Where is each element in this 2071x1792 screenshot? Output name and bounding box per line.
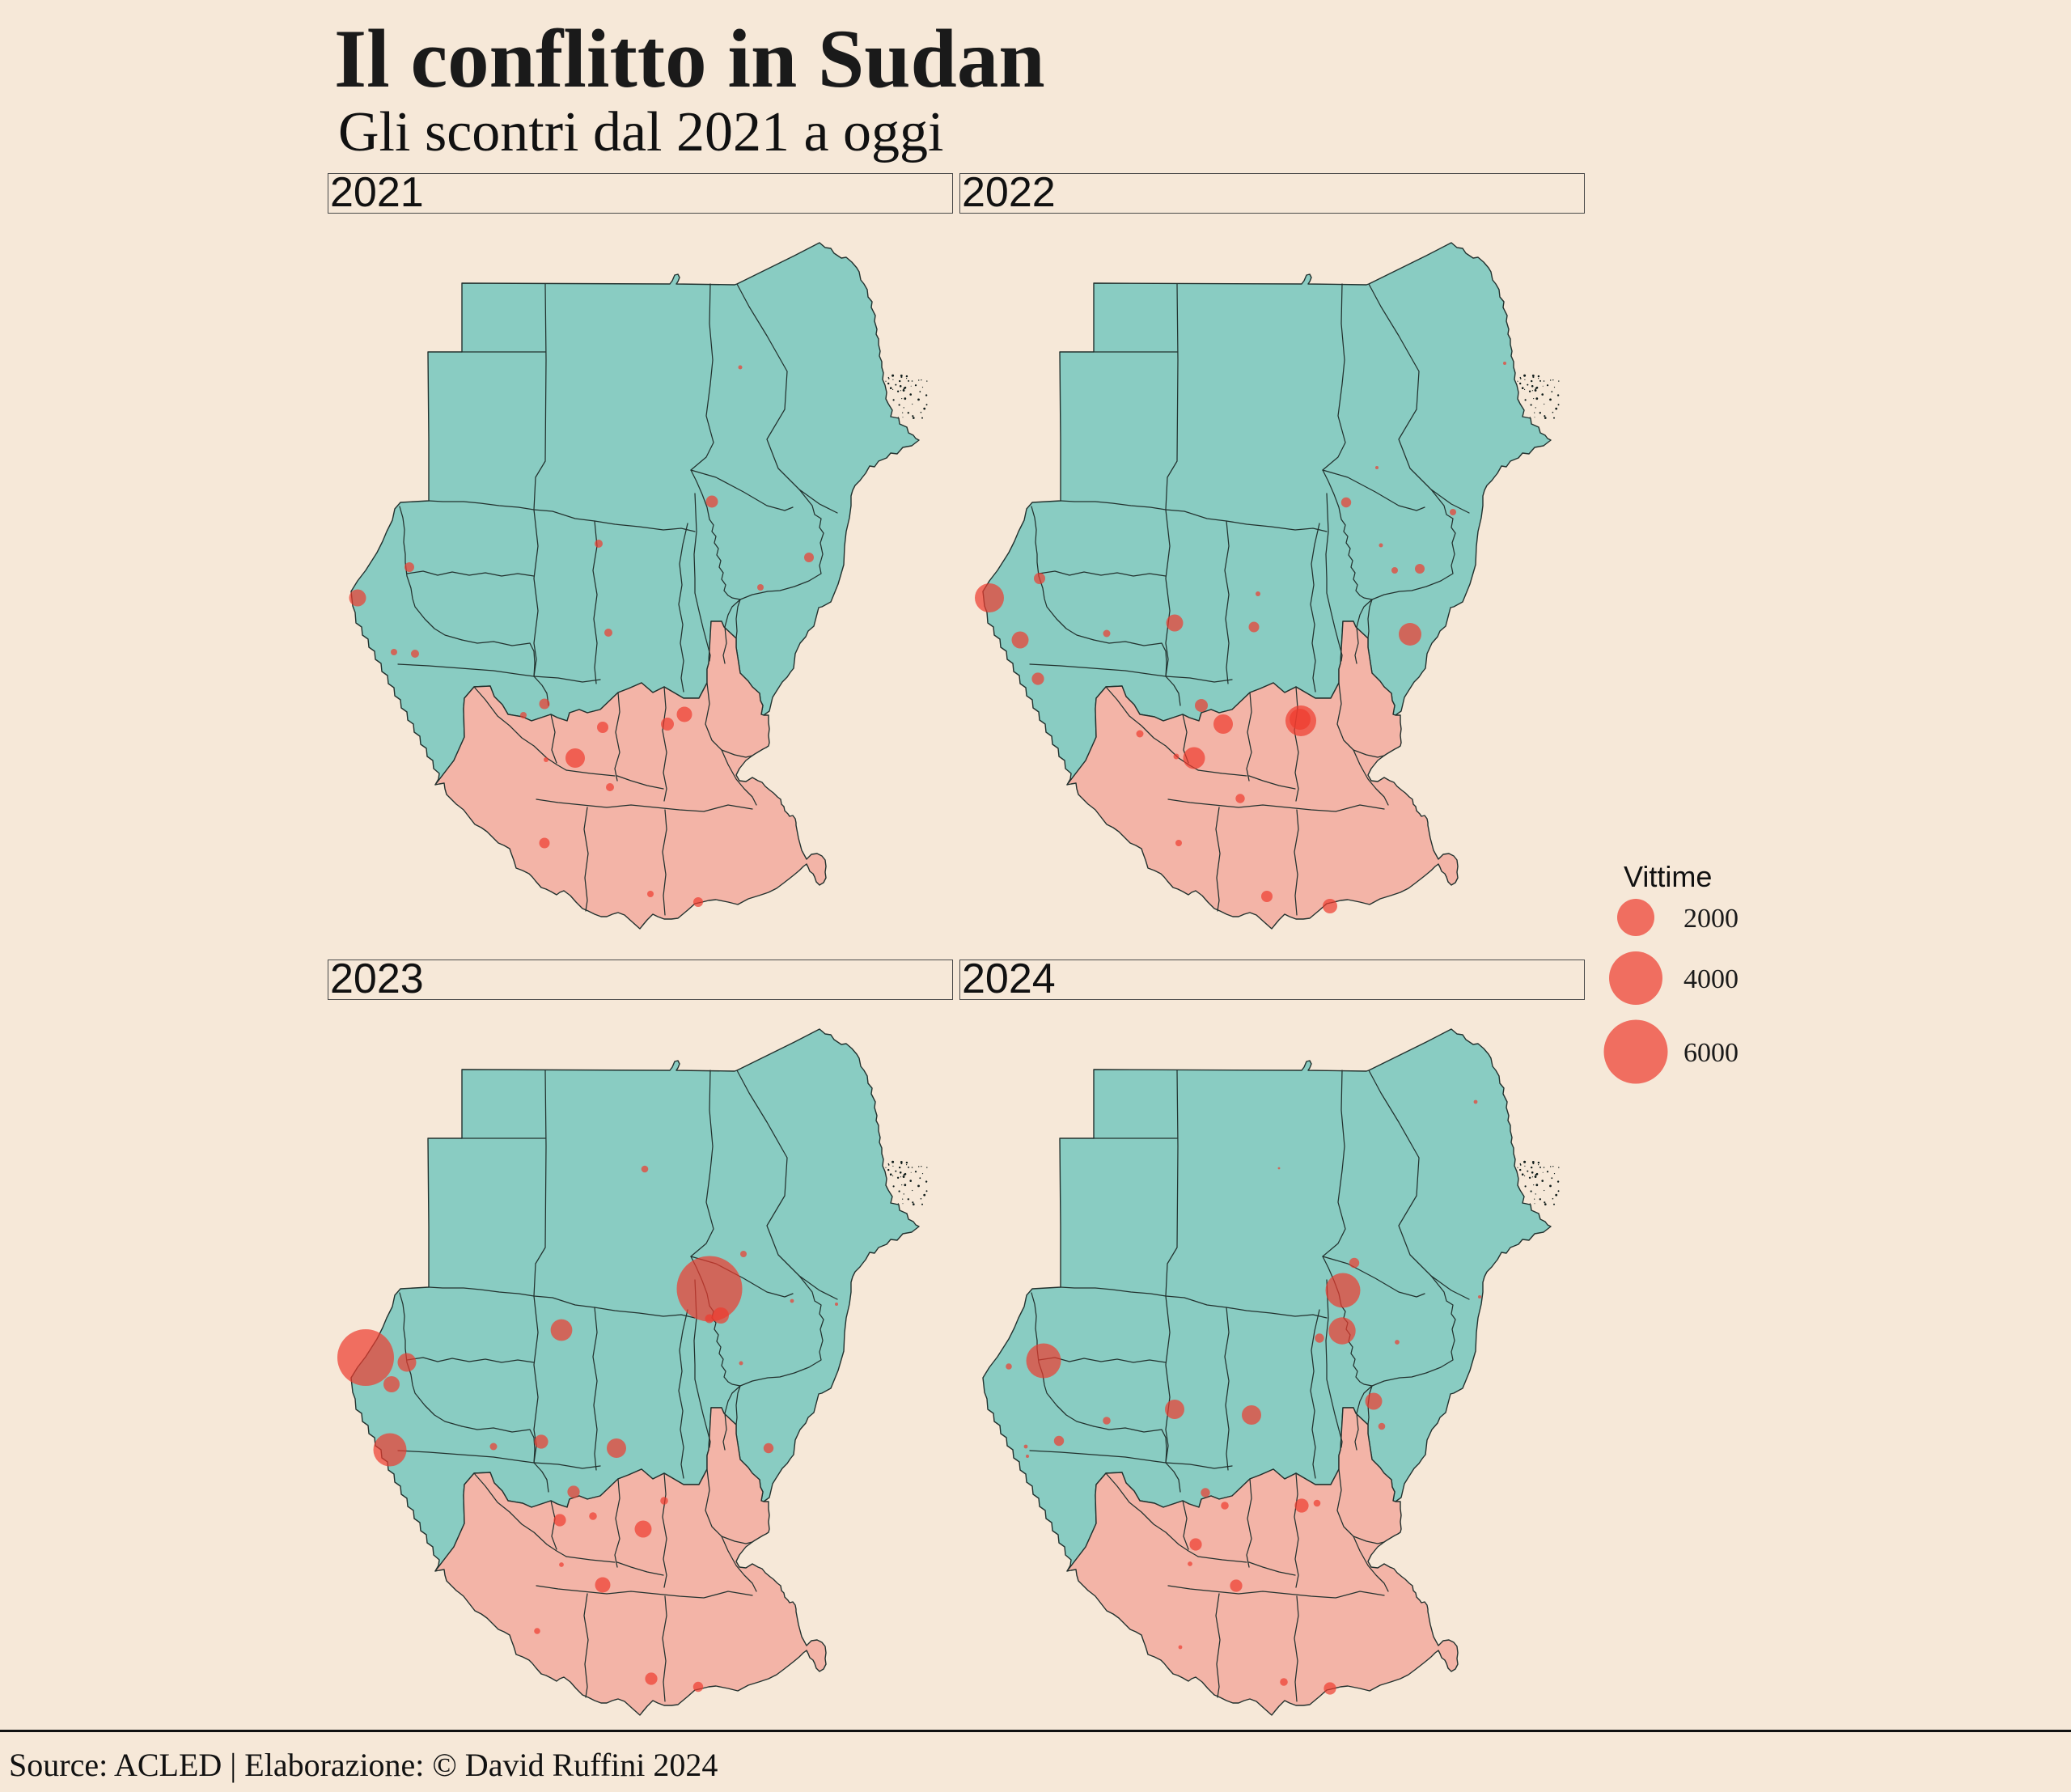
svg-text:6000: 6000 [1683,1038,1739,1068]
svg-text:2000: 2000 [1683,904,1739,934]
svg-text:4000: 4000 [1683,964,1739,994]
